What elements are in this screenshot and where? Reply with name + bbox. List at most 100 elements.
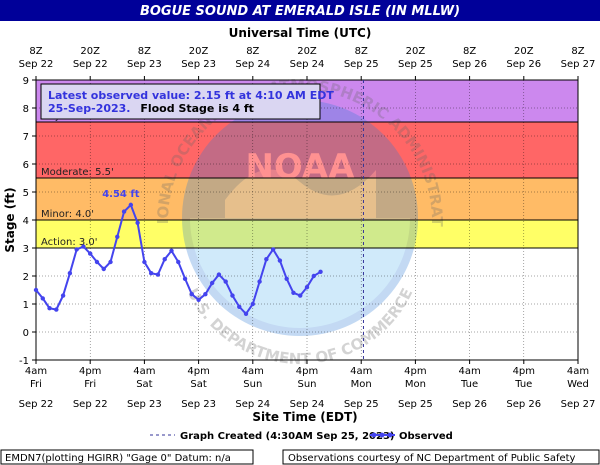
y-tick-label: 6 [23, 160, 29, 171]
flood-stage-note: Flood Stage is 4 ft [140, 102, 254, 115]
top-tick-time: 8Z [571, 46, 584, 57]
x-tick-weekday: Tue [514, 379, 532, 390]
x-tick-date: Sep 22 [73, 399, 108, 410]
y-axis-label: Stage (ft) [3, 187, 17, 252]
legend: Graph Created (4:30AM Sep 25, 2023) Obse… [150, 431, 453, 442]
x-tick-time: 4am [25, 366, 47, 377]
x-tick-date: Sep 22 [19, 399, 54, 410]
legend-observed-label: Observed [399, 431, 453, 442]
x-tick-date: Sep 25 [398, 399, 433, 410]
x-tick-date: Sep 24 [290, 399, 325, 410]
y-tick-label: -1 [19, 356, 29, 367]
observed-point [155, 272, 161, 277]
observed-series: 4.54 ft [33, 80, 364, 360]
title-bar [0, 0, 600, 21]
legend-observed-marker [379, 432, 385, 438]
y-tick-label: 2 [23, 272, 29, 283]
top-tick-date: Sep 22 [19, 59, 54, 70]
x-tick-weekday: Fri [30, 379, 42, 390]
x-tick-weekday: Mon [405, 379, 426, 390]
y-tick-label: 9 [23, 76, 29, 87]
x-tick-time: 4pm [79, 366, 101, 377]
observed-point [135, 220, 140, 225]
y-tick-label: 8 [23, 104, 29, 115]
observed-point [304, 285, 310, 290]
legend-observed-marker [371, 432, 377, 438]
observed-point [270, 247, 276, 252]
observed-point [291, 290, 296, 295]
y-axis-ticks: -1 0 1 2 3 4 5 6 7 8 9 [19, 76, 36, 367]
top-tick-time: 8Z [29, 46, 42, 57]
observed-point [47, 306, 52, 311]
x-tick-weekday: Tue [460, 379, 478, 390]
legend-observed-marker [387, 432, 393, 438]
x-tick-weekday: Fri [84, 379, 96, 390]
observed-point [196, 297, 201, 302]
observed-point [277, 258, 283, 263]
observed-point [311, 273, 316, 279]
y-tick-label: 3 [23, 244, 29, 255]
x-axis-ticks: 4am Fri Sep 22 4pm Fri Sep 22 4am Sat Sep 23 4pm S… [19, 46, 596, 410]
observed-point [115, 234, 120, 239]
x-tick-date: Sep 23 [127, 399, 162, 410]
top-tick-date: Sep 25 [398, 59, 433, 70]
top-tick-time: 20Z [189, 46, 209, 57]
x-tick-time: 4am [133, 366, 155, 377]
top-tick-date: Sep 22 [73, 59, 108, 70]
observed-point [108, 259, 113, 265]
chart-title: BOGUE SOUND AT EMERALD ISLE (IN MLLW) [140, 4, 460, 19]
x-tick-weekday: Mon [351, 379, 372, 390]
peak-label: 4.54 ft [102, 189, 140, 200]
top-tick-date: Sep 23 [181, 59, 216, 70]
y-tick-label: 7 [23, 132, 29, 143]
x-tick-time: 4am [242, 366, 264, 377]
observed-point [74, 247, 79, 252]
observed-point [40, 296, 45, 301]
observed-point [189, 292, 195, 297]
top-tick-date: Sep 24 [235, 59, 270, 70]
latest-value-date: 25-Sep-2023. [48, 102, 131, 115]
x-tick-time: 4pm [296, 366, 318, 377]
x-tick-time: 4pm [187, 366, 209, 377]
observed-point [67, 271, 73, 276]
observed-point [182, 276, 188, 281]
x-tick-weekday: Wed [567, 379, 589, 390]
noaa-seal-bird [225, 169, 376, 218]
x-tick-date: Sep 23 [181, 399, 216, 410]
top-tick-time: 20Z [406, 46, 426, 57]
latest-value-box: Latest observed value: 2.15 ft at 4:10 A… [40, 83, 334, 120]
observed-point [250, 301, 255, 307]
footer-credit: Observations courtesy of NC Department o… [288, 453, 576, 464]
observed-point [216, 272, 222, 277]
observed-point [33, 287, 39, 293]
observed-point [257, 279, 262, 284]
y-tick-label: 5 [23, 188, 29, 199]
observed-point [94, 259, 100, 265]
observed-point [128, 202, 134, 208]
flood-band-label: Minor: 4.0' [41, 209, 94, 220]
top-tick-date: Sep 26 [506, 59, 541, 70]
x-tick-date: Sep 26 [506, 399, 541, 410]
x-tick-time: 4pm [404, 366, 426, 377]
noaa-seal-lower [190, 218, 410, 328]
flood-band-label: Action: 3.0' [41, 237, 98, 248]
x-axis-label: Site Time (EDT) [252, 410, 357, 424]
y-tick-label: 0 [23, 328, 29, 339]
observed-point [81, 244, 86, 249]
footer-left-box [0, 449, 254, 465]
observed-point [54, 307, 59, 312]
latest-value-box-bg [40, 83, 321, 120]
noaa-seal-disc [182, 100, 418, 336]
x-tick-date: Sep 24 [235, 399, 270, 410]
observed-point [209, 280, 215, 286]
x-tick-time: 4pm [513, 366, 535, 377]
footer-datum: EMDN7(plotting HGIRR) "Gage 0" Datum: n/… [5, 453, 231, 464]
observed-point [88, 251, 93, 256]
observed-point [264, 257, 269, 262]
flood-band-label: Moderate: 5.5' [41, 167, 114, 178]
top-axis-label: Universal Time (UTC) [229, 26, 372, 40]
observed-point [284, 276, 289, 281]
observed-point [176, 259, 181, 265]
x-tick-time: 4am [567, 366, 589, 377]
